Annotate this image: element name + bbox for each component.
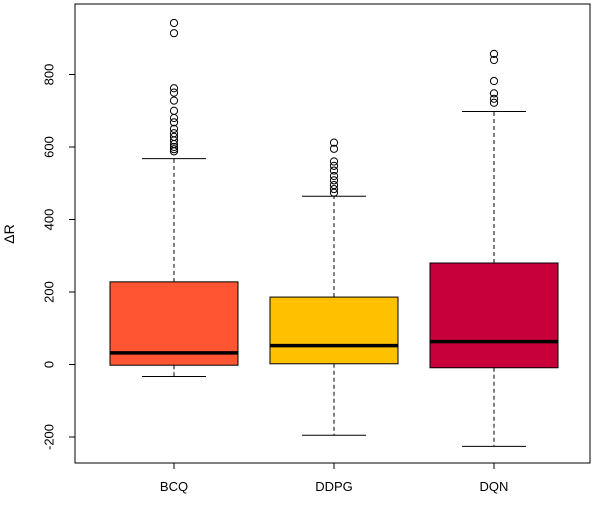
- iqr-box: [269, 296, 399, 365]
- outlier-point: [329, 161, 339, 170]
- y-tick-label: 200: [42, 281, 57, 303]
- x-tick-label: DDPG: [315, 479, 353, 494]
- y-axis: -200 0 200 400 600 800: [42, 64, 75, 450]
- outlier-point: [169, 29, 179, 38]
- y-axis-title: ΔR: [1, 224, 17, 243]
- outlier-point: [169, 147, 179, 156]
- y-tick-label: 800: [42, 64, 57, 86]
- y-tick-label: 0: [42, 361, 57, 368]
- outlier-point: [329, 184, 339, 194]
- outlier-point: [169, 118, 179, 127]
- x-axis: BCQ DDPG DQN: [160, 463, 509, 494]
- outlier-point: [169, 142, 179, 152]
- outlier-point: [329, 138, 339, 147]
- iqr-box: [429, 262, 559, 369]
- outlier-point: [489, 49, 499, 58]
- outlier-point: [169, 145, 179, 154]
- x-tick-label: DQN: [480, 479, 509, 494]
- x-tick-label: BCQ: [160, 479, 188, 494]
- outlier-point: [169, 113, 179, 123]
- box-group-ddpg: [269, 138, 399, 436]
- outlier-point: [169, 18, 179, 28]
- box-series: [109, 18, 559, 447]
- outlier-point: [489, 89, 499, 98]
- outlier-point: [169, 124, 179, 133]
- outlier-point: [329, 188, 339, 197]
- outlier-point: [169, 136, 179, 145]
- outlier-point: [329, 166, 339, 175]
- outlier-point: [329, 176, 339, 185]
- y-tick-label: 400: [42, 209, 57, 231]
- outlier-point: [489, 98, 499, 107]
- outlier-point: [169, 84, 179, 93]
- outlier-point: [329, 157, 339, 166]
- box-group-bcq: [109, 18, 239, 377]
- outlier-point: [489, 55, 499, 65]
- box-group-dqn: [429, 49, 559, 447]
- outlier-point: [329, 144, 339, 153]
- outlier-point: [169, 106, 179, 115]
- outlier-point: [169, 96, 179, 105]
- outlier-point: [489, 94, 499, 103]
- y-tick-label: 600: [42, 136, 57, 158]
- y-tick-label: -200: [42, 424, 57, 450]
- plot-frame: [74, 3, 591, 464]
- outlier-point: [489, 76, 499, 86]
- outlier-point: [329, 171, 339, 181]
- outlier-point: [169, 88, 179, 97]
